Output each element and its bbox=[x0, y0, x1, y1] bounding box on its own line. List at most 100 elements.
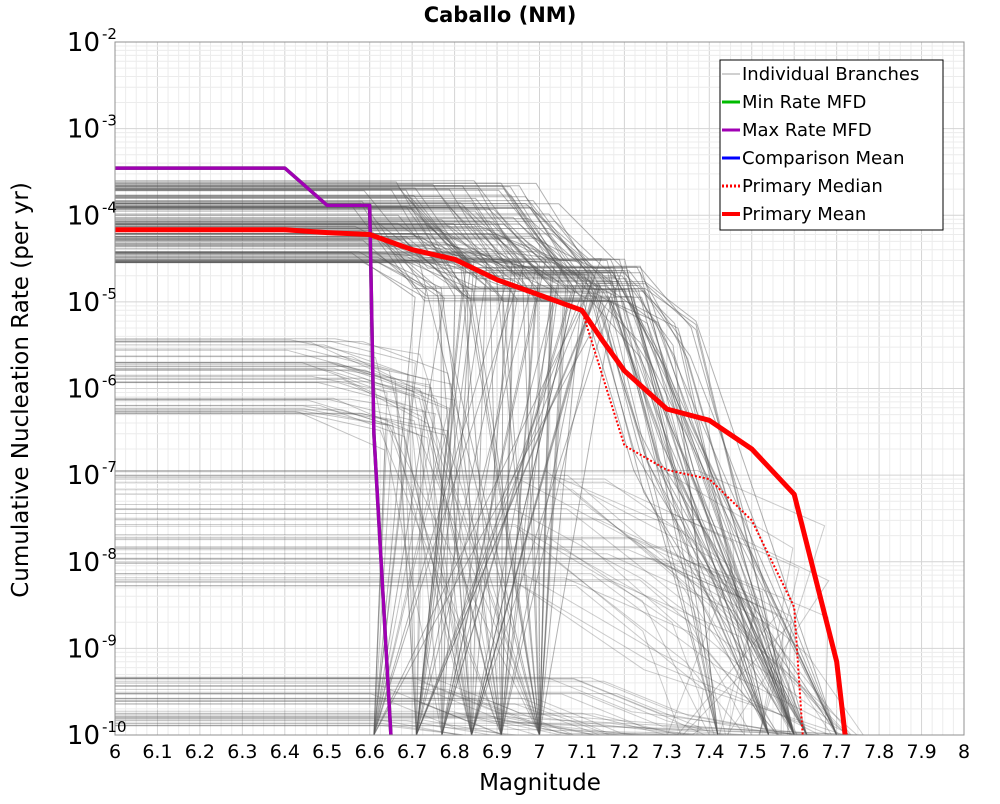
branch-line bbox=[115, 207, 552, 736]
y-tick-label: 10 bbox=[67, 721, 100, 751]
branch-line bbox=[115, 251, 473, 736]
branch-line bbox=[115, 222, 502, 736]
branch-line bbox=[115, 377, 449, 736]
branch-line bbox=[115, 581, 845, 736]
branch-line bbox=[115, 181, 795, 736]
y-tick-label: 10 bbox=[67, 201, 100, 231]
y-tick-label: 10 bbox=[67, 115, 100, 145]
x-tick-label: 6.6 bbox=[355, 741, 385, 763]
branch-line bbox=[115, 210, 540, 736]
branch-line bbox=[115, 338, 540, 736]
branch-line bbox=[115, 197, 795, 736]
branch-line bbox=[115, 478, 733, 736]
plot-frame bbox=[114, 41, 965, 736]
branch-line bbox=[115, 413, 473, 736]
branch-line bbox=[115, 513, 800, 736]
branch-line bbox=[115, 237, 770, 736]
legend-entry: Primary Median bbox=[742, 176, 883, 197]
branch-line bbox=[115, 195, 719, 736]
x-tick-label: 6.5 bbox=[312, 741, 342, 763]
legend-entry: Comparison Mean bbox=[742, 148, 905, 169]
branch-line bbox=[115, 182, 601, 736]
branch-line bbox=[115, 253, 516, 736]
branch-line bbox=[115, 219, 506, 736]
branch-line bbox=[115, 365, 473, 736]
branch-line bbox=[115, 216, 795, 736]
x-tick-label: 7.8 bbox=[864, 741, 894, 763]
y-tick-exponent: -9 bbox=[102, 631, 117, 649]
branch-line bbox=[115, 362, 540, 736]
y-tick-labels: 10-210-310-410-510-610-710-810-910-10 bbox=[67, 25, 127, 751]
y-tick-label: 10 bbox=[67, 548, 100, 578]
x-tick-label: 7.5 bbox=[737, 741, 767, 763]
branch-line bbox=[115, 258, 795, 736]
branch-line bbox=[115, 228, 795, 736]
branch-line bbox=[115, 187, 795, 736]
branch-line bbox=[115, 341, 502, 736]
x-tick-label: 8 bbox=[958, 741, 970, 763]
branch-line bbox=[115, 536, 759, 736]
x-tick-label: 7.3 bbox=[652, 741, 682, 763]
branch-line bbox=[115, 261, 443, 736]
branch-line bbox=[115, 195, 719, 736]
branch-line bbox=[115, 213, 614, 736]
branch-line bbox=[115, 245, 770, 736]
branch-line bbox=[115, 258, 467, 736]
branch-line bbox=[115, 691, 866, 736]
branch-line bbox=[115, 240, 445, 736]
y-tick-exponent: -3 bbox=[102, 112, 117, 130]
branch-line bbox=[115, 411, 502, 736]
branch-line bbox=[115, 677, 809, 736]
branch-line bbox=[115, 349, 443, 736]
x-tick-label: 7 bbox=[533, 741, 545, 763]
y-tick-exponent: -2 bbox=[102, 25, 117, 43]
branch-line bbox=[115, 186, 575, 736]
branch-line bbox=[115, 223, 584, 736]
branch-line bbox=[115, 244, 513, 736]
branch-line bbox=[115, 367, 502, 736]
branch-line bbox=[115, 260, 719, 736]
series-lines bbox=[115, 166, 848, 736]
branch-line bbox=[115, 246, 487, 736]
branch-line bbox=[115, 363, 502, 736]
x-tick-label: 6.1 bbox=[142, 741, 172, 763]
branch-line bbox=[115, 489, 779, 736]
branch-line bbox=[115, 548, 752, 736]
branch-line bbox=[115, 519, 830, 736]
x-tick-label: 7.2 bbox=[609, 741, 639, 763]
branch-line bbox=[115, 558, 784, 736]
branch-line bbox=[115, 256, 770, 736]
legend-entry: Max Rate MFD bbox=[742, 120, 872, 141]
branch-line bbox=[115, 252, 416, 736]
branch-line bbox=[115, 698, 645, 736]
branch-line bbox=[115, 412, 447, 736]
branch-line bbox=[115, 236, 719, 736]
branch-line bbox=[115, 580, 792, 736]
branch-line bbox=[115, 237, 604, 736]
x-axis-label: Magnitude bbox=[479, 770, 601, 796]
x-tick-label: 7.7 bbox=[822, 741, 852, 763]
y-tick-exponent: -6 bbox=[102, 372, 117, 390]
branch-line bbox=[115, 184, 540, 736]
y-tick-label: 10 bbox=[67, 375, 100, 405]
branch-line bbox=[115, 201, 536, 736]
y-tick-label: 10 bbox=[67, 28, 100, 58]
branch-line bbox=[115, 251, 770, 736]
branch-line bbox=[115, 356, 502, 736]
branch-line bbox=[115, 558, 793, 736]
branch-line bbox=[115, 549, 757, 736]
x-tick-label: 6.9 bbox=[482, 741, 512, 763]
branch-line bbox=[115, 412, 386, 736]
branch-line bbox=[115, 225, 808, 736]
branch-line bbox=[115, 254, 560, 736]
branch-line bbox=[115, 223, 518, 736]
branch-line bbox=[115, 188, 514, 736]
branch-line bbox=[115, 397, 540, 736]
y-tick-exponent: -5 bbox=[102, 285, 117, 303]
branch-line bbox=[115, 224, 795, 736]
branch-line bbox=[115, 579, 798, 736]
branch-line bbox=[115, 221, 795, 736]
branch-line bbox=[115, 688, 821, 736]
branch-line bbox=[115, 260, 552, 736]
branch-line bbox=[115, 697, 699, 736]
